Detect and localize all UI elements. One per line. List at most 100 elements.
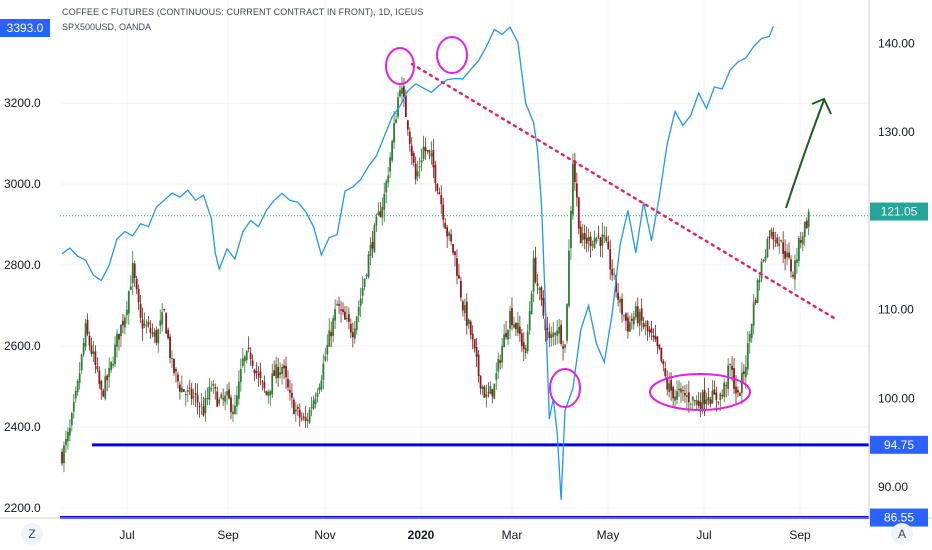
- trend-line: [410, 62, 836, 320]
- candle-body: [112, 363, 114, 366]
- candle-body: [137, 288, 140, 303]
- candle-body: [760, 261, 763, 279]
- right-price-axis: 90.00 100.00 110.00 130.00 140.00: [878, 36, 915, 493]
- candle-body: [572, 163, 574, 215]
- candle-body: [239, 369, 242, 383]
- candle-body: [72, 401, 75, 412]
- candle-body: [395, 119, 397, 124]
- candle-body: [285, 365, 287, 378]
- candle-body: [367, 254, 370, 277]
- candle-body: [66, 431, 69, 442]
- candle-body: [680, 388, 682, 393]
- candle-body: [487, 392, 490, 394]
- left-tick-label: 2800.0: [4, 258, 41, 272]
- candle-body: [479, 375, 482, 389]
- candle-body: [169, 336, 171, 358]
- candle-body: [316, 393, 319, 398]
- candle-body: [707, 397, 710, 401]
- candle-body: [617, 292, 619, 300]
- candle-body: [520, 333, 523, 346]
- candle-body: [344, 311, 346, 320]
- candle-body: [619, 299, 621, 303]
- candle-body: [788, 252, 790, 258]
- annotations: [385, 36, 836, 411]
- candle-body: [196, 395, 199, 403]
- right-tick-label: 110.00: [878, 303, 914, 317]
- right-tick-label: 140.00: [878, 36, 915, 50]
- candle-body: [672, 386, 675, 399]
- candle-body: [273, 370, 276, 376]
- left-tick-label: 3200.0: [4, 96, 41, 110]
- candle-body: [491, 389, 494, 397]
- candle-body: [255, 370, 258, 373]
- candle-body: [298, 409, 301, 418]
- candle-body: [204, 397, 207, 414]
- candle-body: [147, 321, 150, 326]
- candle-body: [477, 354, 480, 376]
- candle-body: [94, 351, 97, 366]
- candle-body: [78, 373, 81, 383]
- highlight-circle: [549, 368, 581, 408]
- candle-body: [287, 378, 289, 388]
- candle-body: [220, 394, 223, 398]
- candle-body: [587, 236, 590, 242]
- candle-body: [184, 393, 187, 396]
- candle-body: [342, 309, 344, 313]
- candle-body: [723, 382, 726, 398]
- candle-body: [371, 242, 374, 249]
- candle-body: [80, 354, 83, 371]
- candle-body: [377, 212, 380, 216]
- candle-body: [330, 331, 333, 337]
- candle-body: [155, 330, 158, 343]
- candle-body: [564, 344, 566, 348]
- candle-body: [422, 146, 425, 159]
- candle-body: [461, 301, 464, 311]
- candle-body: [756, 280, 759, 304]
- candle-body: [61, 451, 63, 464]
- candle-body: [135, 278, 138, 290]
- candle-body: [253, 369, 256, 374]
- candle-body: [562, 346, 564, 349]
- candle-body: [625, 313, 627, 321]
- candle-body: [784, 250, 787, 259]
- candle-body: [471, 333, 474, 340]
- time-tick-label: Sep: [217, 528, 239, 542]
- candle-body: [799, 240, 802, 243]
- candle-body: [190, 388, 193, 400]
- candle-body: [92, 351, 95, 355]
- candle-body: [634, 306, 637, 318]
- candle-body: [570, 210, 572, 248]
- candle-body: [120, 324, 122, 337]
- candle-body: [701, 391, 704, 410]
- candle-body: [251, 360, 254, 366]
- candle-body: [259, 371, 262, 379]
- candle-body: [157, 329, 160, 344]
- candle-body: [528, 311, 531, 331]
- candle-body: [731, 365, 733, 370]
- candle-body: [314, 398, 317, 405]
- candle-body: [428, 150, 431, 153]
- candle-body: [522, 342, 525, 350]
- zoom-button[interactable]: Z: [21, 523, 43, 545]
- candle-body: [312, 400, 315, 409]
- candle-body: [302, 416, 305, 418]
- candle-body: [336, 304, 338, 306]
- candle-body: [770, 229, 773, 237]
- candle-body: [206, 398, 209, 400]
- projection-arrow: [785, 99, 825, 209]
- candle-body: [261, 380, 264, 382]
- candle-body: [721, 395, 724, 397]
- candle-body: [652, 335, 655, 338]
- candle-body: [334, 309, 337, 321]
- candle-body: [786, 252, 788, 258]
- candle-body: [241, 358, 244, 366]
- candle-body: [163, 309, 166, 311]
- candle-body: [566, 304, 568, 341]
- candle-body: [102, 390, 105, 397]
- left-tick-label: 3000.0: [4, 177, 41, 191]
- candle-body: [110, 361, 113, 370]
- candle-body: [703, 389, 706, 404]
- auto-scale-button[interactable]: A: [891, 523, 913, 545]
- candle-body: [697, 400, 700, 406]
